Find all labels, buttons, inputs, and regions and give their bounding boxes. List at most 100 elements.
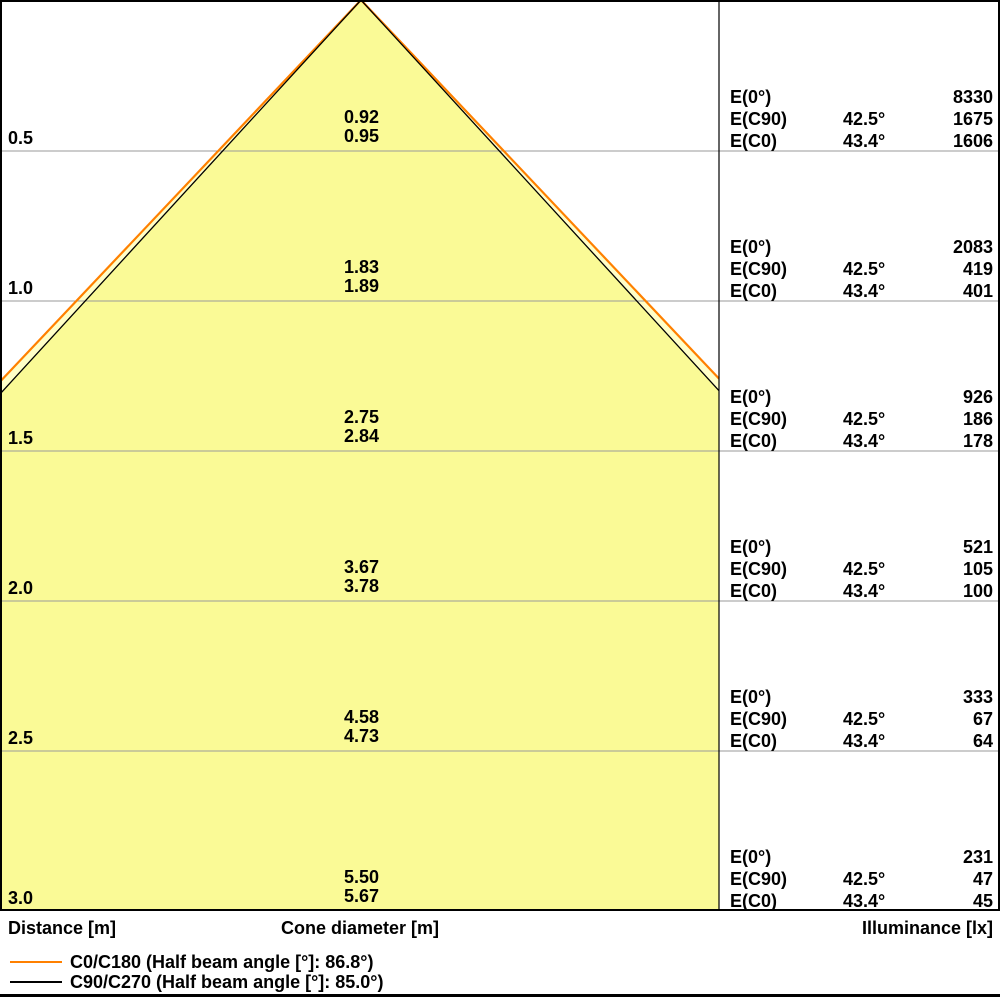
- cone-diameter-c0: 4.73: [344, 726, 380, 746]
- ec90-angle: 42.5°: [843, 109, 886, 129]
- distance-label: 2.0: [8, 578, 34, 598]
- illuminance-line-ec90: E(C90) 42.5° 67: [719, 708, 1000, 730]
- ec0-value: 64: [972, 731, 993, 751]
- cone-diameter-c90: 3.67: [344, 557, 380, 577]
- illuminance-line-ec90: E(C90) 42.5° 1675: [719, 108, 1000, 130]
- illuminance-block: E(0°) 8330 E(C90) 42.5° 1675 E(C0) 43.4°…: [719, 86, 1000, 152]
- illuminance-line-e0: E(0°) 8330: [719, 86, 1000, 108]
- illuminance-line-e0: E(0°) 2083: [719, 236, 1000, 258]
- e0-value: 2083: [952, 237, 993, 257]
- e0-label: E(0°): [730, 687, 772, 707]
- e0-angle: [843, 236, 923, 258]
- ec0-value: 178: [962, 431, 993, 451]
- e0-angle: [843, 86, 923, 108]
- e0-angle: [843, 846, 923, 868]
- cone-diameter-values: 0.92 0.95: [344, 108, 379, 146]
- axis-label-cone-diameter: Cone diameter [m]: [280, 918, 440, 938]
- ec90-value: 186: [962, 409, 993, 429]
- cone-diameter-c90: 1.83: [344, 257, 380, 277]
- cone-diameter-c0: 5.67: [344, 886, 380, 906]
- illuminance-line-ec90: E(C90) 42.5° 186: [719, 408, 1000, 430]
- e0-label: E(0°): [730, 87, 772, 107]
- illuminance-line-e0: E(0°) 926: [719, 386, 1000, 408]
- cone-diameter-c90: 4.58: [344, 707, 380, 727]
- cone-diameter-c90: 2.75: [344, 407, 380, 427]
- illuminance-block: E(0°) 521 E(C90) 42.5° 105 E(C0) 43.4° 1…: [719, 536, 1000, 602]
- ec0-label: E(C0): [730, 431, 778, 451]
- ec90-label: E(C90): [730, 869, 788, 889]
- ec0-angle: 43.4°: [843, 891, 886, 911]
- e0-angle: [843, 686, 923, 708]
- c90-cone-fill: [0, 0, 719, 911]
- ec0-label: E(C0): [730, 891, 778, 911]
- illuminance-line-ec0: E(C0) 43.4° 45: [719, 890, 1000, 912]
- cone-diameter-c0: 0.95: [344, 126, 380, 146]
- cone-diameter-c90: 0.92: [344, 107, 380, 127]
- illuminance-line-ec0: E(C0) 43.4° 1606: [719, 130, 1000, 152]
- ec90-angle: 42.5°: [843, 259, 886, 279]
- e0-value: 231: [962, 847, 993, 867]
- cone-diameter-c0: 2.84: [344, 426, 380, 446]
- ec90-label: E(C90): [730, 709, 788, 729]
- ec0-label: E(C0): [730, 131, 778, 151]
- ec90-angle: 42.5°: [843, 409, 886, 429]
- e0-angle: [843, 536, 923, 558]
- ec0-value: 401: [962, 281, 993, 301]
- distance-label: 3.0: [8, 888, 34, 908]
- e0-label: E(0°): [730, 537, 772, 557]
- ec0-angle: 43.4°: [843, 731, 886, 751]
- ec0-angle: 43.4°: [843, 131, 886, 151]
- legend-line-c0: [10, 961, 62, 963]
- illuminance-block: E(0°) 231 E(C90) 42.5° 47 E(C0) 43.4° 45: [719, 846, 1000, 912]
- illuminance-block: E(0°) 926 E(C90) 42.5° 186 E(C0) 43.4° 1…: [719, 386, 1000, 452]
- distance-label: 2.5: [8, 728, 34, 748]
- cone-diameter-values: 5.50 5.67: [344, 868, 379, 906]
- chart-border: [0, 0, 1000, 911]
- ec90-value: 105: [962, 559, 993, 579]
- cone-diameter-c0: 3.78: [344, 576, 380, 596]
- light-cone-chart: 0.5 0.92 0.95 E(0°) 8330 E(C90) 42.5° 16…: [0, 0, 1000, 911]
- ec90-value: 419: [962, 259, 993, 279]
- ec90-value: 67: [972, 709, 993, 729]
- distance-label: 1.0: [8, 278, 34, 298]
- e0-value: 8330: [952, 87, 993, 107]
- cone-diameter-values: 1.83 1.89: [344, 258, 379, 296]
- illuminance-line-ec0: E(C0) 43.4° 178: [719, 430, 1000, 452]
- illuminance-line-ec90: E(C90) 42.5° 105: [719, 558, 1000, 580]
- illuminance-line-e0: E(0°) 231: [719, 846, 1000, 868]
- cone-diameter-values: 2.75 2.84: [344, 408, 379, 446]
- ec0-label: E(C0): [730, 731, 778, 751]
- ec0-value: 100: [962, 581, 993, 601]
- illuminance-line-ec0: E(C0) 43.4° 401: [719, 280, 1000, 302]
- e0-value: 926: [962, 387, 993, 407]
- e0-label: E(0°): [730, 847, 772, 867]
- illuminance-line-ec90: E(C90) 42.5° 47: [719, 868, 1000, 890]
- illuminance-line-e0: E(0°) 521: [719, 536, 1000, 558]
- axis-label-distance: Distance [m]: [8, 918, 117, 938]
- illuminance-line-ec0: E(C0) 43.4° 64: [719, 730, 1000, 752]
- distance-label: 0.5: [8, 128, 34, 148]
- e0-value: 521: [962, 537, 993, 557]
- ec90-value: 47: [972, 869, 993, 889]
- e0-label: E(0°): [730, 387, 772, 407]
- cone-plot: [0, 0, 1000, 911]
- ec0-angle: 43.4°: [843, 281, 886, 301]
- ec90-angle: 42.5°: [843, 869, 886, 889]
- illuminance-line-ec90: E(C90) 42.5° 419: [719, 258, 1000, 280]
- legend-label-c90: C90/C270 (Half beam angle [°]: 85.0°): [70, 972, 384, 992]
- cone-diameter-c90: 5.50: [344, 867, 380, 887]
- distance-label: 1.5: [8, 428, 34, 448]
- illuminance-line-ec0: E(C0) 43.4° 100: [719, 580, 1000, 602]
- ec90-label: E(C90): [730, 409, 788, 429]
- ec0-angle: 43.4°: [843, 431, 886, 451]
- illuminance-block: E(0°) 333 E(C90) 42.5° 67 E(C0) 43.4° 64: [719, 686, 1000, 752]
- ec0-label: E(C0): [730, 281, 778, 301]
- cone-diameter-c0: 1.89: [344, 276, 380, 296]
- e0-value: 333: [962, 687, 993, 707]
- ec0-value: 45: [972, 891, 993, 911]
- ec90-label: E(C90): [730, 259, 788, 279]
- ec0-label: E(C0): [730, 581, 778, 601]
- e0-angle: [843, 386, 923, 408]
- ec90-label: E(C90): [730, 109, 788, 129]
- illuminance-block: E(0°) 2083 E(C90) 42.5° 419 E(C0) 43.4° …: [719, 236, 1000, 302]
